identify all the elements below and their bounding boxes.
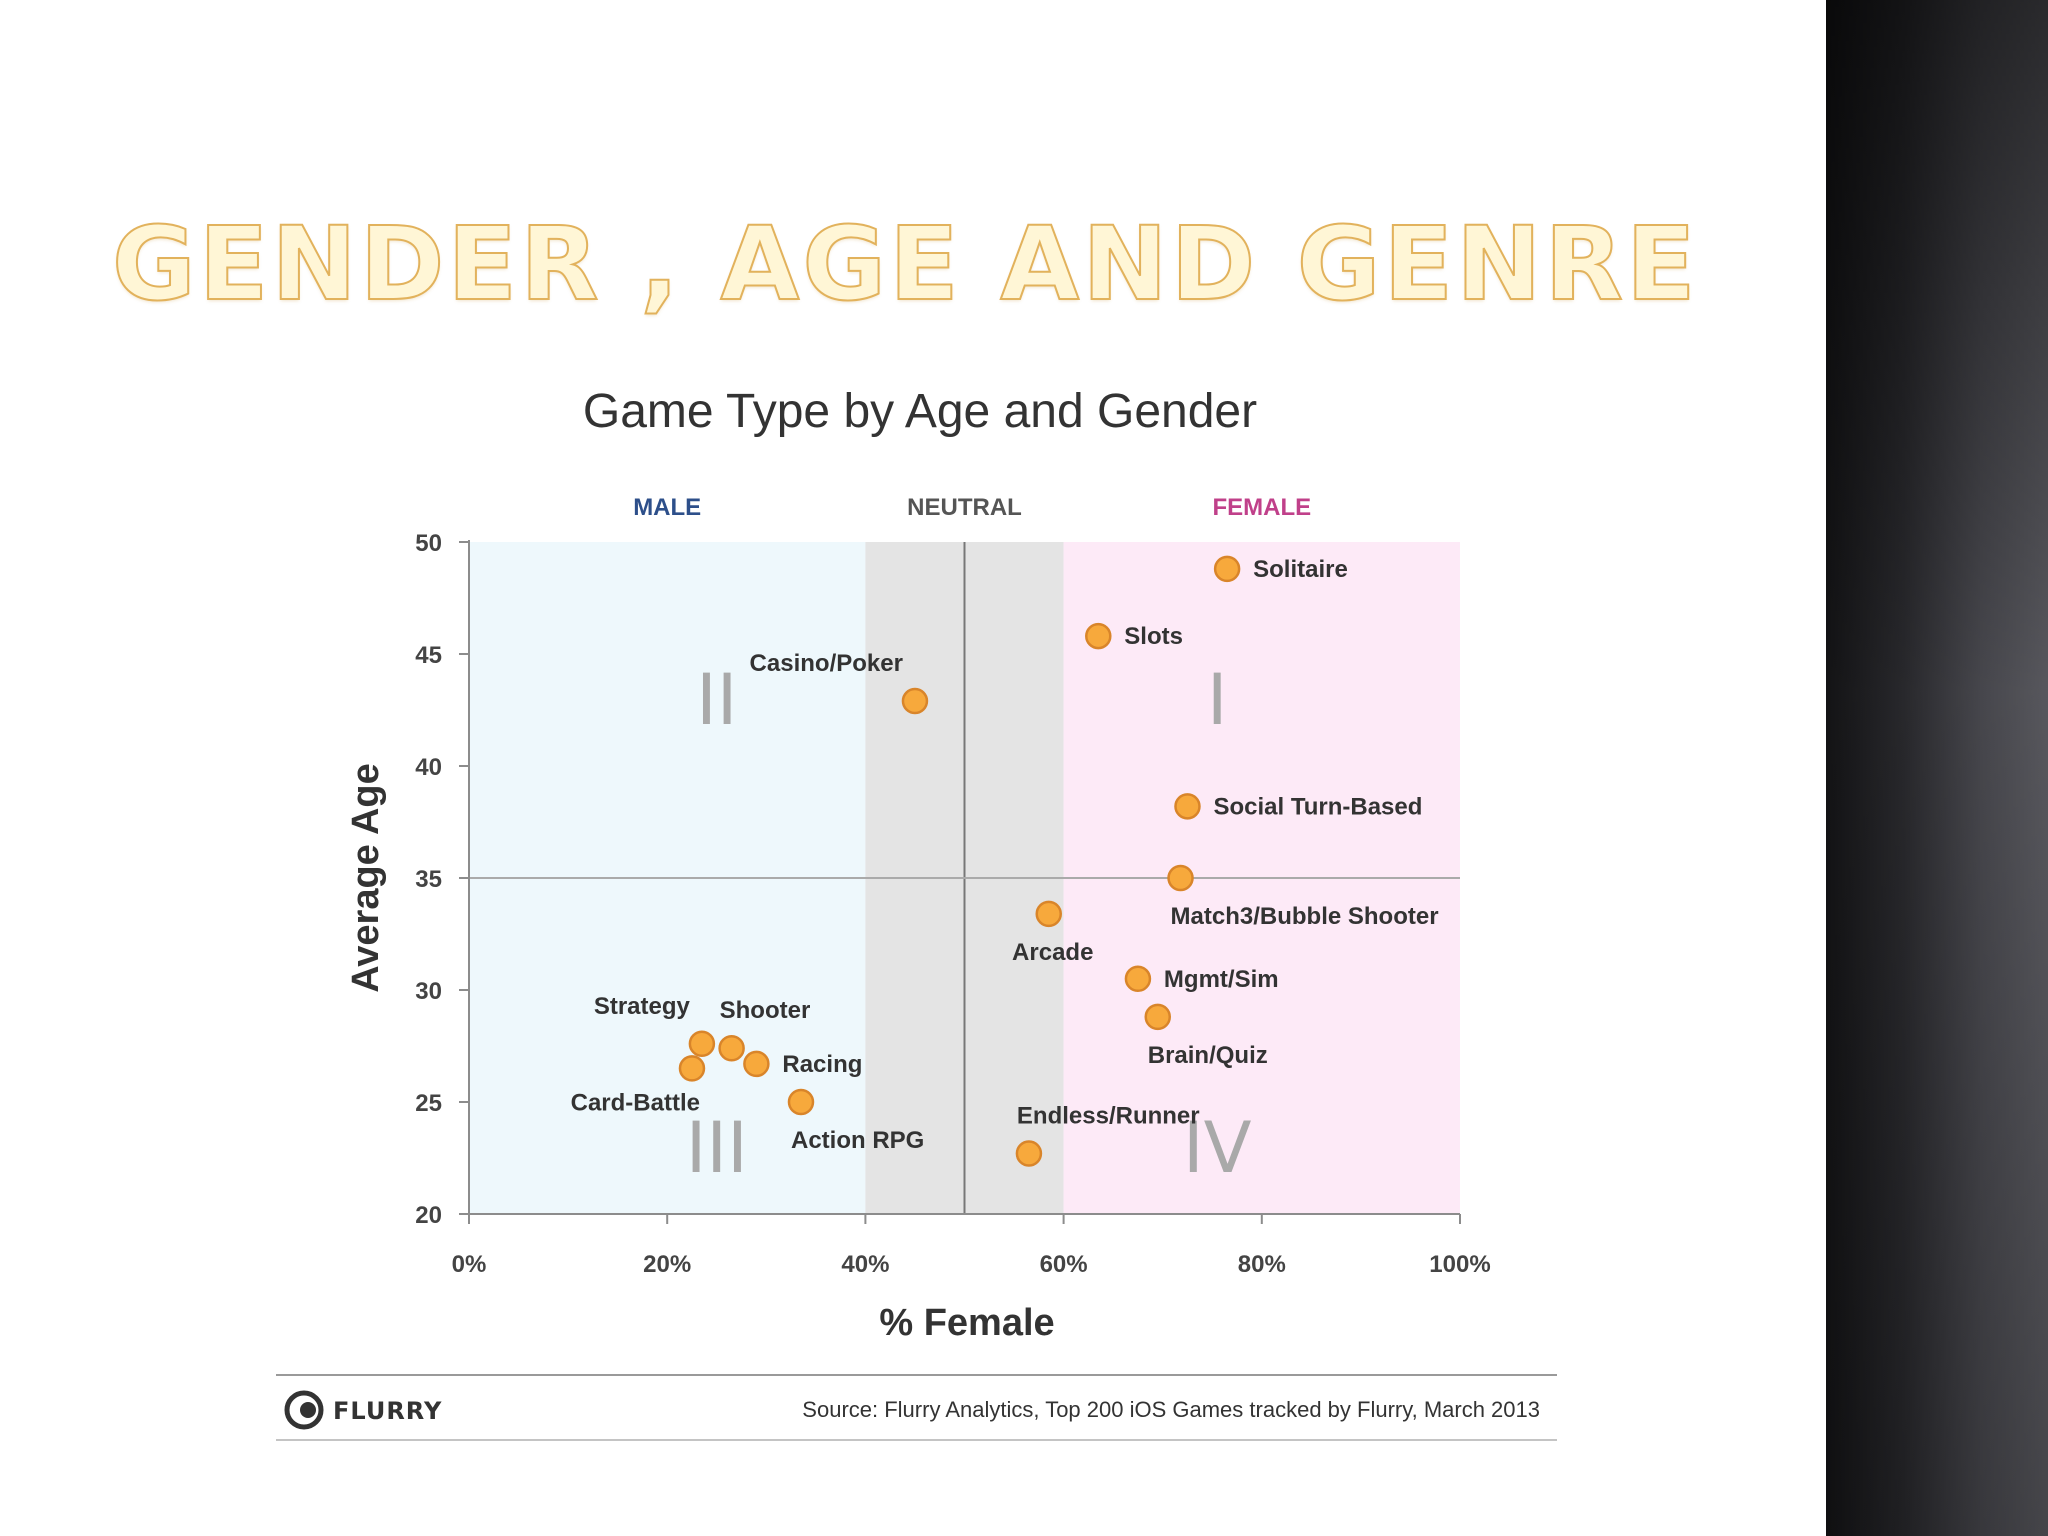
quadrant-label-iii: III [686, 1107, 748, 1189]
data-point [743, 1050, 770, 1078]
y-tick-label: 40 [415, 754, 442, 781]
scatter-chart: Game Type by Age and Gender MALE NEUTRAL F… [276, 385, 1557, 1441]
source-note: Source: Flurry Analytics, Top 200 iOS Ga… [802, 1397, 1540, 1422]
grid-layer [469, 542, 1460, 1214]
data-point [787, 1088, 815, 1116]
y-tick-label: 35 [415, 866, 442, 893]
quadrant-label-i: I [1207, 659, 1228, 741]
data-point-label: Action RPG [791, 1127, 924, 1154]
data-point-label: Match3/Bubble Shooter [1171, 903, 1439, 930]
data-point-label: Solitaire [1253, 556, 1348, 583]
quadrant-label-iv: IV [1183, 1107, 1252, 1189]
slide-title: GENDER , AGE AND GENRE [111, 204, 1699, 325]
slide: GENDER , AGE AND GENRE Game Type by Age … [111, 204, 1699, 1441]
data-point-label: Social Turn-Based [1213, 793, 1422, 820]
y-tick-label: 45 [415, 642, 442, 669]
data-point-label: Casino/Poker [750, 650, 903, 677]
x-tick-label: 40% [841, 1251, 889, 1278]
data-point [1174, 793, 1201, 820]
data-point [1124, 965, 1152, 993]
y-tick-label: 25 [415, 1090, 442, 1117]
x-tick-label: 60% [1040, 1251, 1088, 1278]
data-point [678, 1055, 706, 1082]
zone-label-neutral: NEUTRAL [907, 494, 1022, 521]
data-point [1144, 1003, 1171, 1031]
decorative-side-band [1826, 0, 2048, 1536]
data-point-label: Card-Battle [571, 1089, 700, 1116]
y-tick-label: 30 [415, 978, 442, 1005]
flurry-logo-icon [284, 1390, 324, 1430]
zone-label-female: FEMALE [1212, 494, 1311, 521]
data-point-label: Strategy [594, 993, 691, 1020]
y-tick-label: 50 [415, 530, 442, 557]
quadrant-label-ii: II [696, 659, 737, 741]
data-point-label: Mgmt/Sim [1164, 966, 1279, 993]
x-tick-label: 20% [643, 1251, 691, 1278]
x-tick-label: 100% [1429, 1251, 1490, 1278]
data-point-label: Shooter [720, 997, 811, 1024]
flurry-logo-text: FLURRY [333, 1397, 442, 1425]
points-layer: Solitaire Slots Casino/Poker Social Turn-Ba… [571, 555, 1439, 1167]
data-point-label: Endless/Runner [1017, 1103, 1200, 1130]
data-point [688, 1030, 716, 1058]
data-point [718, 1034, 745, 1062]
x-tick-label: 0% [452, 1251, 487, 1278]
chart-title: Game Type by Age and Gender [583, 385, 1257, 438]
data-point [1167, 864, 1194, 892]
data-point [901, 687, 929, 715]
y-tick-label: 20 [415, 1202, 442, 1229]
y-axis-label: Average Age [345, 763, 387, 993]
data-point [1213, 555, 1241, 583]
data-point [1085, 622, 1112, 650]
data-point-label: Arcade [1012, 939, 1093, 966]
zone-label-male: MALE [633, 494, 701, 521]
x-axis-label: % Female [879, 1302, 1054, 1344]
x-tick-label: 80% [1238, 1251, 1286, 1278]
data-point [1015, 1140, 1043, 1167]
data-point-label: Brain/Quiz [1148, 1042, 1268, 1069]
axes-layer: 20 25 30 35 40 45 50 0% 20% 40% 60% 80% 100% [415, 530, 1490, 1278]
data-point-label: Racing [782, 1051, 862, 1078]
data-point [1035, 900, 1062, 928]
data-point-label: Slots [1124, 623, 1183, 650]
